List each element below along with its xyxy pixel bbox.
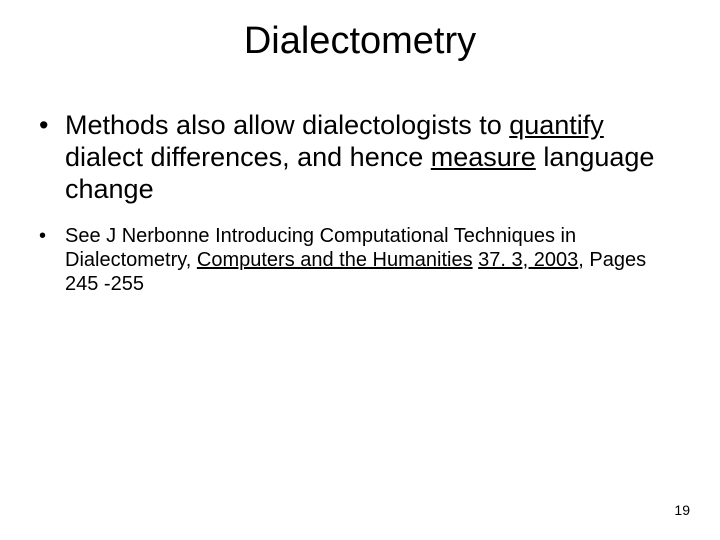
bullet-level2: See J Nerbonne Introducing Computational…: [35, 224, 675, 296]
text-fragment: Methods also allow dialectologists to: [65, 110, 509, 140]
slide-title: Dialectometry: [0, 20, 720, 63]
underlined-text: Computers and the Humanities: [197, 249, 473, 271]
bullet-list: Methods also allow dialectologists to qu…: [35, 110, 675, 296]
underlined-text: measure: [431, 142, 536, 172]
bullet-level1: Methods also allow dialectologists to qu…: [35, 110, 675, 206]
underlined-text: quantify: [509, 110, 604, 140]
text-fragment: dialect differences, and hence: [65, 142, 431, 172]
page-number: 19: [674, 502, 690, 518]
slide: Dialectometry Methods also allow dialect…: [0, 0, 720, 540]
underlined-text: 37. 3, 2003: [478, 249, 578, 271]
